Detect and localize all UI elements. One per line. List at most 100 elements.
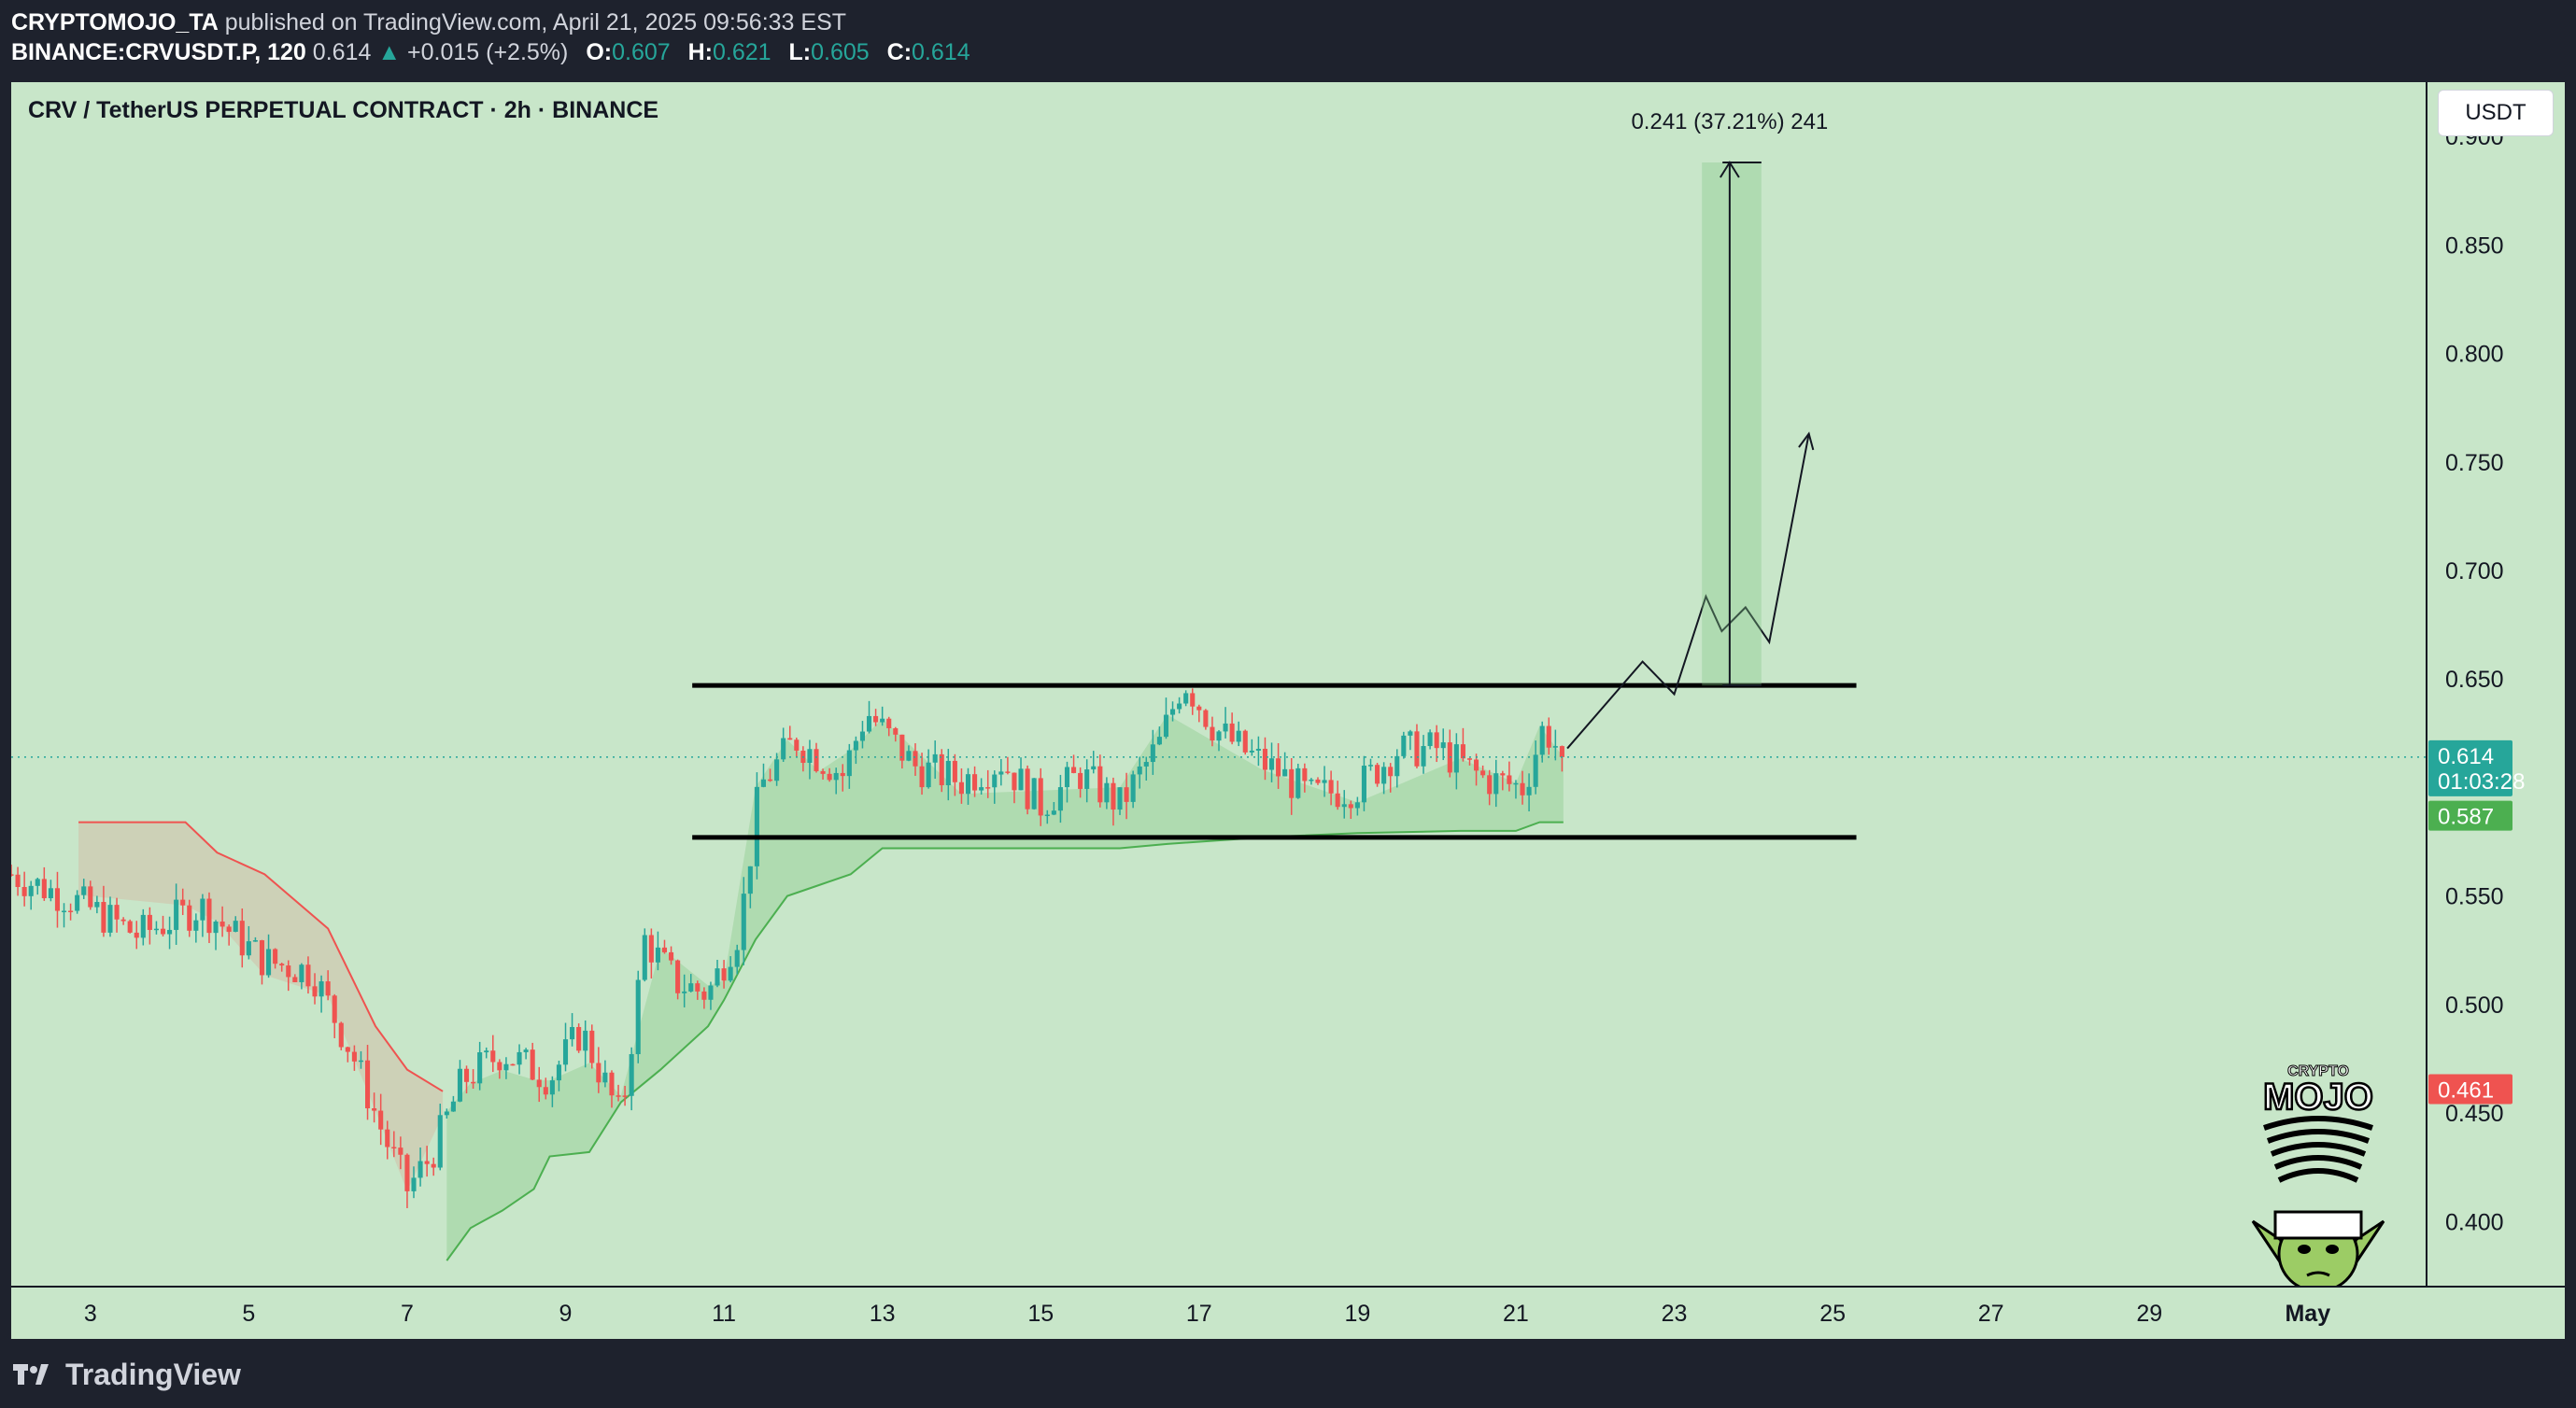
candle xyxy=(312,973,318,1005)
candle xyxy=(378,1093,384,1146)
candle-body xyxy=(1315,779,1321,783)
candle xyxy=(259,939,265,985)
candle xyxy=(1388,763,1394,793)
candle xyxy=(180,888,186,916)
candle xyxy=(153,921,159,935)
candle-body xyxy=(153,928,159,931)
candle-body xyxy=(669,951,674,961)
candle-body xyxy=(1236,730,1241,742)
price-label-text: 0.461 xyxy=(2438,1077,2494,1103)
candle xyxy=(1559,745,1564,772)
candle-body xyxy=(576,1026,582,1051)
candle xyxy=(193,913,199,943)
candle xyxy=(1190,688,1196,715)
candle xyxy=(721,960,727,989)
candle-body xyxy=(1539,725,1545,755)
candle xyxy=(1143,756,1149,781)
candle xyxy=(952,753,957,796)
candle-body xyxy=(444,1111,449,1116)
candle xyxy=(827,767,832,782)
candle-body xyxy=(1229,723,1235,742)
mascot-hair-stroke xyxy=(2263,1116,2373,1131)
measure-label: 0.241 (37.21%) 241 xyxy=(1631,109,1828,134)
close-label: C: xyxy=(886,39,913,65)
candle-body xyxy=(616,1095,621,1097)
candle xyxy=(1480,765,1486,779)
candle xyxy=(1434,725,1439,763)
candle-body xyxy=(754,786,759,866)
mascot-hair-stroke xyxy=(2266,1129,2371,1144)
candle xyxy=(958,767,964,804)
candle xyxy=(767,768,773,782)
candle-body xyxy=(1520,782,1525,796)
candle-body xyxy=(391,1147,397,1149)
footer-brand[interactable]: TradingView xyxy=(13,1352,241,1397)
chart-frame[interactable]: 0.241 (37.21%) 241 CRYPTO MOJO 0.900 0.850… xyxy=(11,82,2565,1339)
candle xyxy=(364,1045,371,1120)
candle-body xyxy=(1375,765,1380,784)
candle-body xyxy=(655,947,660,963)
candle-body xyxy=(734,950,740,967)
candle xyxy=(1078,767,1083,798)
high-value: 0.621 xyxy=(713,39,771,65)
candle-body xyxy=(404,1154,410,1191)
candle-body xyxy=(273,949,278,964)
open-value: 0.607 xyxy=(612,39,671,65)
author-name[interactable]: CRYPTOMOJO_TA xyxy=(11,9,219,35)
candle xyxy=(926,749,931,789)
candle xyxy=(1401,731,1407,759)
candle xyxy=(992,770,998,804)
candle-body xyxy=(1143,762,1149,767)
candle-body xyxy=(1124,787,1129,802)
candle xyxy=(728,956,733,983)
candle-body xyxy=(523,1049,529,1052)
candle-body xyxy=(1038,778,1043,816)
candle-body xyxy=(1117,787,1123,810)
candle xyxy=(1038,767,1043,826)
candle-body xyxy=(1137,766,1142,775)
chart-canvas[interactable]: 0.241 (37.21%) 241 CRYPTOMOJO 0.9000.850… xyxy=(11,82,2565,1339)
candle-body xyxy=(81,886,87,895)
price-label-text: 0.587 xyxy=(2438,805,2494,830)
symbol-name[interactable]: BINANCE:CRVUSDT.P, 120 xyxy=(11,39,306,65)
mascot-hair-stroke xyxy=(2270,1142,2367,1157)
candle xyxy=(21,871,27,907)
candle-body xyxy=(549,1080,555,1095)
price-label-bg xyxy=(2428,1074,2512,1105)
candle xyxy=(279,962,285,972)
candle xyxy=(1255,736,1261,767)
candle xyxy=(1104,777,1110,810)
currency-button[interactable]: USDT xyxy=(2438,90,2554,136)
candle xyxy=(1005,756,1011,775)
candle-body xyxy=(1493,773,1499,795)
change-arrow-icon: ▲ xyxy=(377,39,402,65)
candle-body xyxy=(1394,755,1400,777)
candle xyxy=(1289,758,1295,815)
candle xyxy=(286,960,291,992)
candle xyxy=(794,737,800,757)
candle-body xyxy=(675,960,681,993)
published-text: published on TradingView.com, April 21, … xyxy=(224,9,847,35)
candle-body xyxy=(556,1064,561,1081)
candle-body xyxy=(200,898,205,921)
price-label-bg xyxy=(2428,739,2512,796)
candle xyxy=(411,1166,417,1199)
candle-body xyxy=(1295,767,1301,798)
candle xyxy=(1533,740,1538,795)
candle xyxy=(463,1065,470,1094)
last-price: 0.614 xyxy=(312,39,372,65)
candle xyxy=(1513,780,1519,799)
candle-body xyxy=(1474,759,1479,771)
candle xyxy=(880,706,885,726)
candle-body xyxy=(305,964,311,987)
candle xyxy=(906,745,912,762)
x-tick-label: 25 xyxy=(1819,1301,1846,1327)
candle-body xyxy=(807,749,813,764)
candle xyxy=(562,1022,569,1072)
candle-body xyxy=(68,910,74,912)
candle-body xyxy=(398,1148,403,1155)
candle-body xyxy=(450,1101,456,1112)
candle-body xyxy=(312,986,318,997)
candle xyxy=(372,1092,377,1123)
candle xyxy=(669,946,674,965)
